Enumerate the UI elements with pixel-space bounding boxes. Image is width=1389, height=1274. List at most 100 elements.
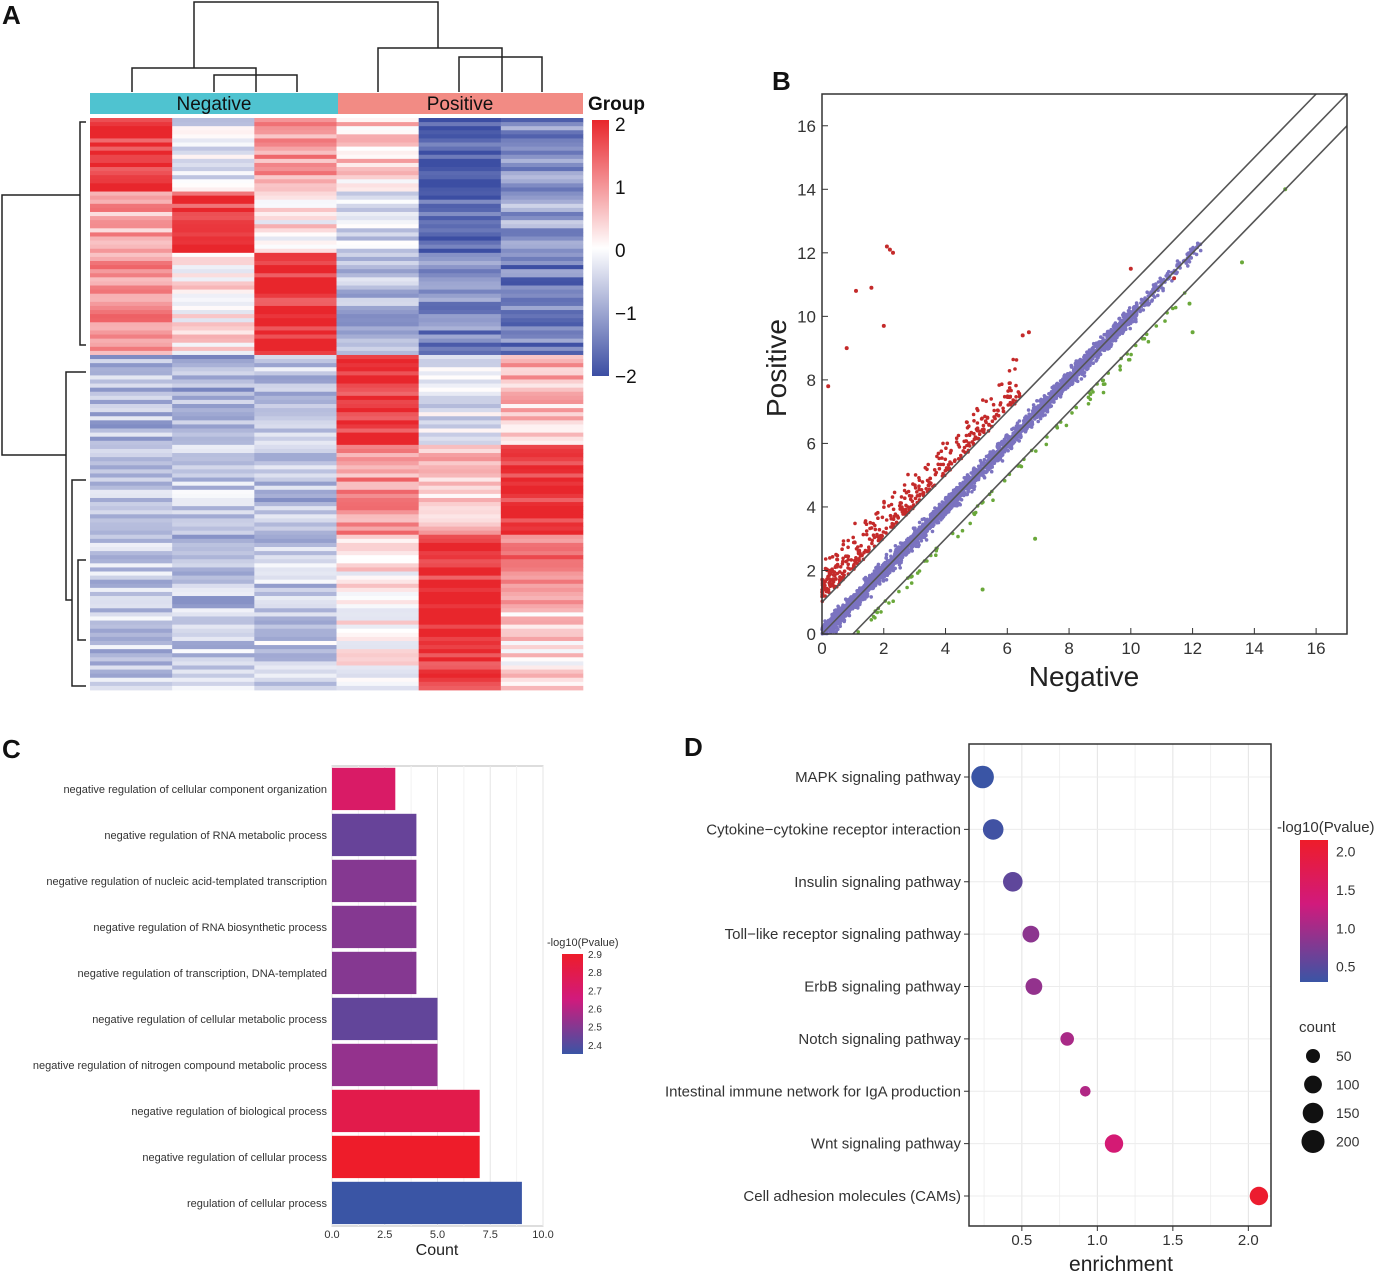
- scatter-point: [863, 520, 867, 525]
- heatmap-cell: [500, 649, 584, 654]
- heatmap-cell: [500, 608, 584, 613]
- heatmap-cell: [500, 195, 584, 201]
- heatmap-cell: [500, 342, 584, 348]
- heatmap-cell: [336, 199, 419, 205]
- heatmap-cell: [172, 285, 255, 290]
- heatmap-cell: [500, 232, 584, 237]
- heatmap-cell: [500, 334, 584, 340]
- scatter-point: [898, 566, 902, 570]
- heatmap-cell: [172, 350, 255, 356]
- heatmap-cell: [336, 330, 419, 335]
- scatter-point: [1184, 261, 1188, 265]
- y-tick-label: 14: [797, 180, 816, 199]
- heatmap-cell: [418, 616, 502, 621]
- scatter-point: [1030, 412, 1035, 416]
- heatmap-cell: [90, 575, 173, 581]
- heatmap-cell: [254, 620, 337, 626]
- scatter-point: [1023, 429, 1028, 434]
- scatter-point: [843, 605, 847, 609]
- scatter-point: [905, 585, 909, 590]
- heatmap-cell: [336, 555, 419, 560]
- scatter-point: [848, 567, 852, 571]
- scatter-point: [889, 502, 894, 507]
- scatter-point: [1075, 373, 1080, 377]
- heatmap-cell: [254, 624, 337, 630]
- heatmap-cell: [172, 657, 255, 662]
- heatmap-cell: [90, 424, 173, 429]
- scatter-point: [893, 561, 898, 565]
- heatmap-cell: [418, 465, 502, 470]
- heatmap-cell: [254, 555, 337, 560]
- heatmap-cell: [418, 469, 502, 474]
- heatmap-cell: [254, 559, 337, 564]
- scatter-point: [876, 516, 880, 520]
- heatmap-cell: [254, 518, 337, 523]
- heatmap-cell: [336, 657, 419, 662]
- panel-d-bubble-chart: MAPK signaling pathway Cytokine−cytokine …: [665, 743, 1375, 1274]
- scatter-point: [1007, 443, 1011, 448]
- scatter-point: [1047, 392, 1051, 396]
- heatmap-cell: [172, 616, 255, 621]
- scatter-point: [823, 557, 828, 561]
- heatmap-cell: [90, 399, 173, 405]
- heatmap-cell: [254, 248, 337, 254]
- heatmap-cell: [418, 330, 502, 335]
- heatmap-cell: [172, 620, 255, 626]
- scatter-point: [980, 416, 984, 421]
- heatmap-cell: [90, 162, 173, 168]
- scatter-point: [1014, 358, 1019, 362]
- legend-title: -log10(Pvalue): [547, 937, 619, 949]
- heatmap-cell: [254, 346, 337, 352]
- heatmap-cell: [418, 367, 502, 372]
- heatmap-cell: [500, 211, 584, 217]
- heatmap-cell: [254, 404, 337, 409]
- scatter-point: [1030, 422, 1035, 427]
- scatter-point: [895, 549, 900, 553]
- heatmap-cell: [90, 587, 173, 593]
- scatter-point: [965, 443, 969, 448]
- heatmap-cell: [418, 685, 502, 691]
- heatmap-cell: [254, 649, 337, 654]
- scatter-point: [1087, 349, 1091, 354]
- scatter-point: [841, 539, 846, 543]
- heatmap-cell: [90, 440, 173, 446]
- heatmap-cell: [172, 514, 255, 519]
- scatter-point: [993, 458, 998, 463]
- scatter-point: [827, 573, 832, 577]
- scatter-point: [982, 457, 987, 462]
- heatmap-cell: [90, 363, 173, 368]
- scatter-point: [894, 520, 899, 525]
- heatmap-cell: [90, 334, 173, 340]
- heatmap-cell: [254, 604, 337, 609]
- heatmap-cell: [254, 596, 337, 601]
- heatmap-cell: [418, 530, 502, 536]
- heatmap-cell: [336, 391, 419, 397]
- heatmap-cell: [254, 265, 337, 270]
- heatmap-cell: [500, 575, 584, 581]
- scatter-point: [946, 496, 950, 501]
- scatter-point: [958, 502, 962, 507]
- heatmap-cell: [254, 211, 337, 217]
- scatter-point: [927, 483, 931, 488]
- heatmap-cell: [418, 240, 502, 246]
- heatmap-cell: [90, 122, 173, 127]
- heatmap-cell: [90, 436, 173, 442]
- heatmap-cell: [500, 150, 584, 156]
- heatmap-cell: [418, 248, 502, 254]
- scatter-point: [998, 442, 1003, 447]
- scatter-point: [926, 462, 930, 467]
- heatmap-cell: [90, 142, 173, 147]
- heatmap-cell: [172, 138, 255, 143]
- scatter-point: [972, 437, 977, 442]
- heatmap-cell: [172, 248, 255, 254]
- scatter-point: [1101, 382, 1106, 387]
- heatmap-cell: [500, 314, 584, 319]
- heatmap-cell: [418, 391, 502, 397]
- scatter-point: [1152, 285, 1156, 290]
- scatter-outlier: [1033, 536, 1038, 541]
- scatter-point: [883, 563, 887, 567]
- heatmap-cell: [90, 195, 173, 201]
- scatter-point: [845, 600, 850, 604]
- scatter-point: [858, 600, 862, 604]
- heatmap-cell: [336, 346, 419, 352]
